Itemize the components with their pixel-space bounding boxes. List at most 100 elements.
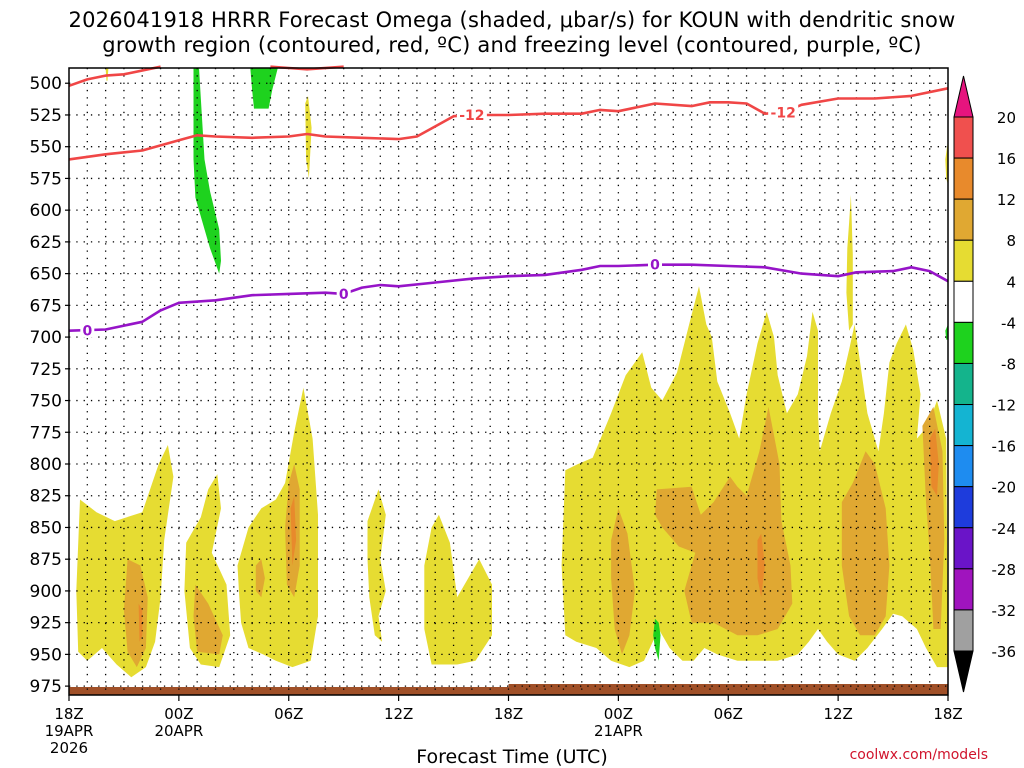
- y-label-600: 600: [30, 201, 62, 221]
- omega-region-5: [237, 387, 318, 668]
- colorbar-label-13: -36: [992, 643, 1017, 661]
- y-label-875: 875: [30, 550, 62, 570]
- omega-region-17: [929, 428, 939, 496]
- y-label-675: 675: [30, 296, 62, 316]
- omega-region-8: [255, 559, 265, 598]
- omega-region-24: [653, 618, 661, 661]
- colorbar-bin-12: [953, 609, 974, 652]
- contour-label-0-2: 0: [650, 258, 660, 274]
- y-label-550: 550: [30, 138, 62, 158]
- omega-region-22: [193, 68, 221, 274]
- x-label-36-0: 06Z: [714, 705, 743, 723]
- colorbar-bin-2: [953, 198, 974, 241]
- colorbar-bin-8: [953, 445, 974, 488]
- x-label-6-1: 20APR: [154, 722, 203, 740]
- contour-label-1-1: -12: [771, 105, 796, 121]
- colorbar-label-10: -24: [992, 520, 1017, 538]
- x-axis-title: Forecast Time (UTC): [416, 746, 608, 768]
- colorbar-bin-3: [953, 239, 974, 282]
- y-label-825: 825: [30, 487, 62, 507]
- colorbar-label-5: -4: [1001, 314, 1016, 332]
- colorbar-bin-9: [953, 486, 974, 529]
- omega-region-14: [757, 533, 765, 598]
- contour-lines: 0 0 0 -12 -12: [68, 65, 949, 340]
- terrain-ground: [69, 684, 948, 695]
- y-label-850: 850: [30, 518, 62, 538]
- chart-title-line2: growth region (contoured, red, ºC) and f…: [102, 33, 922, 57]
- y-label-750: 750: [30, 392, 62, 412]
- chart-title-line1: 2026041918 HRRR Forecast Omega (shaded, …: [68, 8, 956, 32]
- colorbar-top-arrow: [953, 75, 974, 118]
- colorbar-label-7: -12: [992, 397, 1017, 415]
- omega-region-15: [841, 451, 890, 636]
- colorbar-bin-11: [953, 568, 974, 611]
- omega-region-16: [922, 406, 945, 629]
- y-label-950: 950: [30, 645, 62, 665]
- y-label-625: 625: [30, 233, 62, 253]
- colorbar: 20 16 12 8 4 -4 -8 -12 -16 -20 -24 -28 -32 -36: [953, 75, 1017, 693]
- y-label-525: 525: [30, 106, 62, 126]
- colorbar-label-2: 12: [997, 191, 1016, 209]
- x-label-0-1: 19APR: [45, 722, 94, 740]
- colorbar-bin-7: [953, 404, 974, 447]
- omega-region-2: [138, 603, 143, 642]
- x-label-18-0: 12Z: [384, 705, 413, 723]
- colorbar-bin-10: [953, 527, 974, 570]
- axes: [65, 67, 949, 701]
- terrain-rise: [508, 684, 948, 688]
- contour-label-bg-0-2: [648, 256, 662, 272]
- omega-shading: [76, 68, 948, 678]
- omega-region-0: [76, 445, 174, 678]
- contour-label-0-0: 0: [82, 324, 92, 340]
- omega-region-4: [193, 584, 223, 655]
- colorbar-bin-4: [953, 280, 974, 323]
- colorbar-label-0: 20: [997, 109, 1016, 127]
- y-label-975: 975: [30, 677, 62, 697]
- contour-label-bg-1-1: [768, 104, 799, 120]
- y-label-800: 800: [30, 455, 62, 475]
- omega-region-10: [424, 514, 492, 665]
- colorbar-bin-6: [953, 362, 974, 406]
- omega-region-20: [846, 194, 853, 331]
- terrain-strip: [69, 687, 948, 695]
- y-label-925: 925: [30, 614, 62, 634]
- y-label-775: 775: [30, 423, 62, 443]
- y-label-900: 900: [30, 582, 62, 602]
- colorbar-label-12: -32: [992, 602, 1017, 620]
- colorbar-label-3: 8: [1006, 232, 1016, 250]
- colorbar-label-1: 16: [997, 150, 1016, 168]
- colorbar-label-9: -20: [992, 479, 1017, 497]
- x-label-0-0: 18Z: [54, 705, 83, 723]
- colorbar-bin-5: [953, 321, 974, 364]
- site-credit[interactable]: coolwx.com/models: [849, 747, 988, 763]
- omega-region-23: [250, 68, 278, 109]
- omega-region-12: [611, 508, 635, 655]
- x-label-30-1: 21APR: [594, 722, 643, 740]
- colorbar-bottom-arrow: [953, 650, 974, 693]
- omega-region-19: [305, 95, 312, 179]
- x-label-42-0: 12Z: [823, 705, 852, 723]
- y-label-575: 575: [30, 169, 62, 189]
- contour-label-0-1: 0: [339, 287, 349, 303]
- y-label-725: 725: [30, 360, 62, 380]
- x-label-30-0: 00Z: [604, 705, 633, 723]
- contour-label-bg-0-1: [336, 285, 351, 301]
- x-label-24-0: 18Z: [494, 705, 523, 723]
- omega-region-1: [123, 559, 148, 668]
- contour-label-bg-0-0: [80, 322, 95, 338]
- colorbar-bin-1: [953, 157, 974, 200]
- colorbar-label-6: -8: [1001, 355, 1016, 373]
- x-label-6-0: 00Z: [164, 705, 193, 723]
- x-label-12-0: 06Z: [274, 705, 303, 723]
- colorbar-label-4: 4: [1006, 273, 1016, 291]
- colorbar-bin-0: [953, 116, 974, 159]
- contour-0: [68, 263, 949, 332]
- colorbar-label-8: -16: [992, 438, 1017, 456]
- y-label-700: 700: [30, 328, 62, 348]
- x-label-0-2: 2026: [50, 739, 88, 757]
- y-tick-labels: 500 525 550 575 600 625 650 675 700 725 750 775 800 8…: [30, 74, 62, 697]
- omega-region-7: [290, 495, 297, 566]
- x-label-48-0: 18Z: [933, 705, 962, 723]
- contour-label-1-0: -12: [459, 108, 484, 124]
